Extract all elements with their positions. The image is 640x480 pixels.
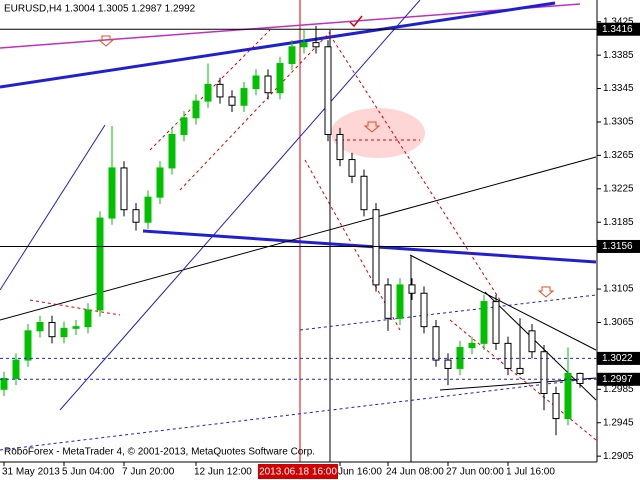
x-tick-label: 7 Jun 20:00 bbox=[122, 467, 175, 478]
candle-body bbox=[12, 359, 20, 379]
x-tick-label: 5 Jun 04:00 bbox=[62, 467, 115, 478]
candle-body bbox=[300, 42, 308, 48]
candle-body bbox=[312, 42, 320, 48]
target-zone bbox=[331, 108, 425, 158]
candle-body bbox=[132, 209, 140, 223]
candle-body bbox=[252, 75, 260, 90]
candle-body bbox=[0, 377, 8, 390]
channel-line bbox=[304, 159, 401, 331]
candle-body bbox=[120, 167, 128, 211]
candle-body bbox=[360, 175, 368, 211]
candle-body bbox=[192, 100, 200, 119]
channel-line bbox=[299, 294, 597, 331]
candle-body bbox=[84, 309, 92, 328]
y-tick-label: 1.2905 bbox=[603, 451, 634, 462]
candle-body bbox=[324, 46, 332, 136]
candle-body bbox=[216, 83, 224, 98]
candle-body bbox=[348, 159, 356, 177]
price-level-label: 1.3022 bbox=[602, 353, 633, 364]
candle-body bbox=[468, 342, 476, 349]
channel-line bbox=[329, 34, 501, 301]
candle-body bbox=[516, 367, 524, 374]
time-marker-box bbox=[258, 464, 338, 479]
candle-body bbox=[108, 167, 116, 219]
x-tick-label: Jun 16:00 bbox=[338, 467, 382, 478]
trend-line bbox=[0, 3, 581, 49]
chart-title: EURUSD,H4 1.3004 1.3005 1.2987 1.2992 bbox=[4, 4, 196, 15]
y-tick-label: 1.2945 bbox=[603, 417, 634, 428]
candle-body bbox=[528, 330, 536, 353]
y-tick-label: 1.3345 bbox=[603, 83, 634, 94]
candle-body bbox=[480, 301, 488, 344]
candle-body bbox=[564, 372, 572, 420]
candle-body bbox=[228, 96, 236, 106]
candle-body bbox=[432, 326, 440, 361]
candle-body bbox=[276, 62, 284, 94]
trend-line bbox=[409, 254, 597, 351]
candle-body bbox=[168, 134, 176, 169]
x-tick-label: 24 Jun 08:00 bbox=[386, 467, 444, 478]
plot-area bbox=[0, 0, 597, 462]
channel-line bbox=[449, 319, 597, 441]
candle-body bbox=[24, 330, 32, 361]
x-tick-label: 31 May 2013 bbox=[2, 467, 60, 478]
check-icon bbox=[349, 15, 363, 28]
candle-body bbox=[240, 88, 248, 106]
candle-body bbox=[552, 392, 560, 420]
price-label-box bbox=[597, 351, 640, 365]
price-level-label: 1.2997 bbox=[602, 374, 633, 385]
candle-body bbox=[180, 117, 188, 136]
candle-body bbox=[336, 134, 344, 161]
price-label-box bbox=[597, 22, 640, 36]
candle-body bbox=[384, 284, 392, 319]
candle-body bbox=[204, 83, 212, 102]
down-arrow-icon bbox=[537, 286, 555, 298]
y-tick-label: 1.3225 bbox=[603, 183, 634, 194]
channel-line bbox=[179, 31, 331, 191]
candle-body bbox=[540, 351, 548, 394]
candle-body bbox=[144, 196, 152, 223]
y-tick-label: 1.3105 bbox=[603, 284, 634, 295]
down-arrow-icon bbox=[363, 121, 381, 133]
y-tick-label: 1.2985 bbox=[603, 384, 634, 395]
candle-body bbox=[504, 342, 512, 369]
candle-body bbox=[408, 284, 416, 294]
price-label-box bbox=[597, 239, 640, 253]
candle-body bbox=[72, 326, 80, 329]
time-marker-label: 2013.06.18 16:00 bbox=[259, 467, 337, 478]
y-tick-label: 1.3305 bbox=[603, 117, 634, 128]
channel-line bbox=[0, 124, 106, 291]
footer: RoboForex - MetaTrader 4, © 2001-2013, M… bbox=[4, 447, 315, 458]
x-tick-label: 12 Jun 12:00 bbox=[194, 467, 252, 478]
y-tick-label: 1.3385 bbox=[603, 50, 634, 61]
candle-body bbox=[36, 321, 44, 332]
down-arrow-icon bbox=[97, 35, 115, 47]
candle-body bbox=[396, 284, 404, 319]
candle-body bbox=[576, 372, 584, 384]
x-tick-label: 1 Jul 16:00 bbox=[506, 467, 555, 478]
price-level-label: 1.3156 bbox=[602, 241, 633, 252]
channel-line bbox=[59, 0, 421, 411]
y-tick-label: 1.3425 bbox=[603, 16, 634, 27]
candle-body bbox=[372, 209, 380, 286]
candle-body bbox=[156, 167, 164, 198]
candle-body bbox=[48, 321, 56, 338]
candle-body bbox=[444, 359, 452, 369]
candle-body bbox=[264, 75, 272, 94]
y-tick-label: 1.3265 bbox=[603, 150, 634, 161]
price-label-box bbox=[597, 372, 640, 386]
trend-line bbox=[0, 1, 556, 89]
y-tick-label: 1.3185 bbox=[603, 217, 634, 228]
candle-body bbox=[288, 46, 296, 64]
channel-line bbox=[0, 377, 597, 451]
y-tick-label: 1.3065 bbox=[603, 317, 634, 328]
candle-body bbox=[492, 301, 500, 344]
x-tick-label: 27 Jun 00:00 bbox=[446, 467, 504, 478]
candle-body bbox=[420, 292, 428, 328]
candle-body bbox=[96, 217, 104, 311]
price-level-label: 1.3416 bbox=[602, 24, 633, 35]
candle-body bbox=[60, 327, 68, 338]
